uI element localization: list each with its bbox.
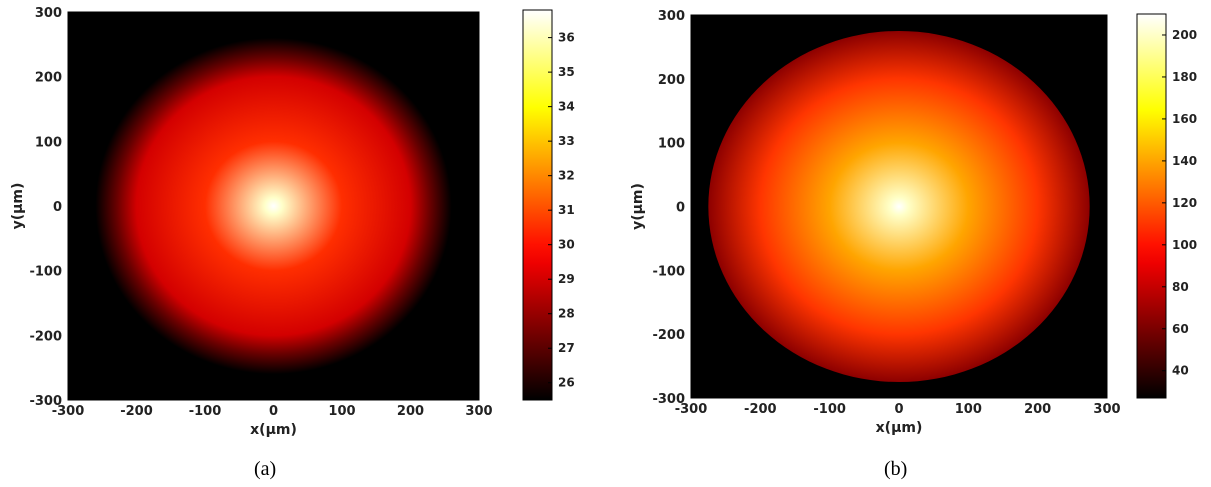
colorbar-tick-label: 33 [558,134,575,148]
y-tick-label: -300 [652,392,685,407]
y-tick-label: 0 [676,201,685,216]
colorbar-tick-label: 27 [558,341,575,355]
x-tick-label: -100 [813,402,846,417]
y-axis-title: y(μm) [10,183,26,230]
x-tick-label: -200 [120,404,153,419]
x-tick-label: 300 [1093,402,1120,417]
colorbar [522,9,553,401]
plot-frame [690,14,1108,399]
y-tick-label: -100 [29,265,62,280]
colorbar-tick-label: 40 [1172,364,1189,378]
y-tick-label: -200 [652,328,685,343]
y-tick-label: -100 [652,264,685,279]
y-tick-label: 200 [658,73,685,88]
x-tick-label: -200 [744,402,777,417]
x-tick-label: -300 [52,404,85,419]
field-intensity [95,37,452,375]
x-tick-label: 0 [269,404,278,419]
caption-a: (a) [254,458,277,480]
colorbar-tick-label: 200 [1172,28,1197,42]
colorbar-tick-label: 32 [558,169,575,183]
x-tick-label: -100 [189,404,222,419]
colorbar-tick-label: 180 [1172,70,1197,84]
x-axis-title: x(μm) [250,422,297,438]
colorbar-tick-label: 26 [558,376,575,390]
x-tick-label: 100 [955,402,982,417]
y-tick-label: 0 [53,200,62,215]
field-intensity [708,30,1090,383]
colorbar-tick-label: 31 [558,203,575,217]
x-tick-label: 200 [397,404,424,419]
plot-frame [67,11,480,401]
colorbar [1136,13,1167,399]
heatmap-chart-a: -300 -200 -100 0 100 200 300 -300 -200 -100 0 100 20… [10,6,575,438]
y-tick-label: 100 [658,137,685,152]
heatmap-panel-b: -300 -200 -100 0 100 200 300 -300 -200 -100 0 100 20… [620,0,1211,487]
y-tick-label: 300 [35,6,62,21]
y-axis-title: y(μm) [630,183,646,230]
colorbar-tick-label: 120 [1172,196,1197,210]
y-tick-label: -200 [29,329,62,344]
heatmap-panel-a: -300 -200 -100 0 100 200 300 -300 -200 -100 0 100 20… [0,0,600,487]
colorbar-tick-label: 140 [1172,154,1197,168]
x-tick-label: 0 [894,402,903,417]
colorbar-tick-label: 34 [558,100,575,114]
x-tick-label: 300 [465,404,492,419]
colorbar-tick-label: 36 [558,31,575,45]
colorbar-tick-label: 60 [1172,322,1189,336]
x-axis-title: x(μm) [876,420,923,436]
colorbar-tick-label: 30 [558,238,575,252]
y-tick-label: -300 [29,394,62,409]
colorbar-tick-label: 80 [1172,280,1189,294]
colorbar-tick-label: 35 [558,65,575,79]
caption-b: (b) [884,458,908,480]
y-tick-label: 200 [35,71,62,86]
x-tick-label: 200 [1024,402,1051,417]
heatmap-chart-b: -300 -200 -100 0 100 200 300 -300 -200 -100 0 100 20… [630,9,1197,436]
colorbar-tick-label: 29 [558,272,575,286]
x-tick-label: -300 [675,402,708,417]
colorbar-tick-label: 100 [1172,238,1197,252]
x-tick-label: 100 [328,404,355,419]
colorbar-tick-label: 28 [558,307,575,321]
y-tick-label: 100 [35,135,62,150]
colorbar-tick-label: 160 [1172,112,1197,126]
y-tick-label: 300 [658,9,685,24]
